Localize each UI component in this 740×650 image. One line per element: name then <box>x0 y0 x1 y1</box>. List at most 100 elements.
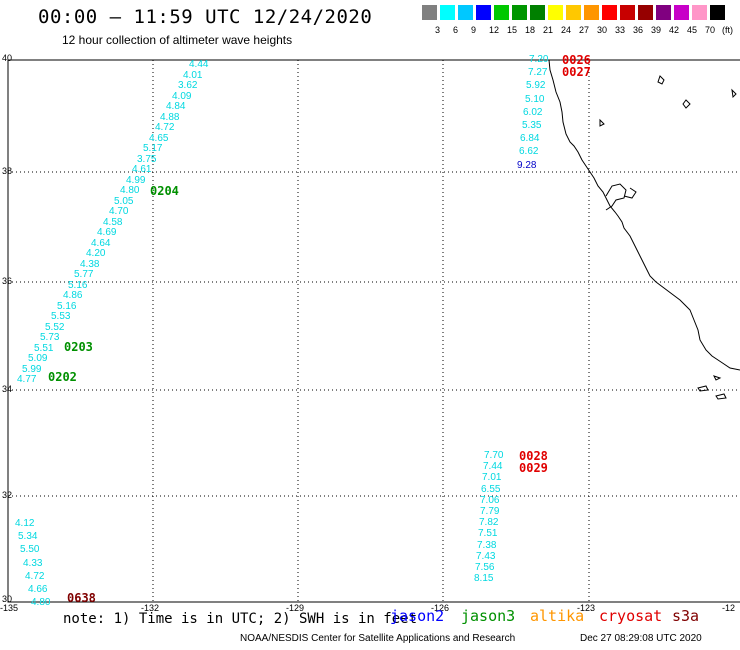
wave-height-value-track-a: 5.53 <box>51 311 71 322</box>
wave-height-value-track-a: 5.99 <box>22 364 42 375</box>
legend-label: 33 <box>615 25 626 35</box>
pass-time-0028: 0028 <box>519 449 548 463</box>
wave-height-value-track-c: 7.20 <box>529 54 549 65</box>
wave-height-value-track-a: 4.72 <box>155 122 175 133</box>
wave-height-value-track-d: 7.38 <box>477 540 497 551</box>
lon-label-123: -123 <box>577 603 596 613</box>
sf-bay-outline <box>605 183 627 211</box>
wave-height-value-track-b: 4.72 <box>25 571 45 582</box>
wave-height-value-track-a: 5.73 <box>40 332 60 343</box>
wave-height-value-track-a: 5.77 <box>74 269 94 280</box>
legend-label: 30 <box>597 25 608 35</box>
lat-label-38: 38 <box>2 166 13 176</box>
lat-label-34: 34 <box>2 384 13 394</box>
wave-height-value-track-a: 5.16 <box>68 280 88 291</box>
lat-label-30: 30 <box>2 594 13 604</box>
mission-s3a: s3a <box>672 607 700 625</box>
legend-swatch <box>656 5 671 20</box>
wave-height-value-track-c: 6.62 <box>519 146 539 157</box>
wave-height-value-track-a: 4.09 <box>172 91 192 102</box>
mission-cryosat: cryosat <box>599 607 663 625</box>
wave-height-value-track-d: 7.82 <box>479 517 499 528</box>
legend-swatch <box>530 5 545 20</box>
wave-height-value-track-a: 4.77 <box>17 374 37 385</box>
wave-height-value-track-a: 4.64 <box>91 238 111 249</box>
lat-label-36: 36 <box>2 276 13 286</box>
legend-label: 15 <box>507 25 518 35</box>
wave-height-value-track-c: 6.84 <box>520 133 540 144</box>
lake-tahoe-outline <box>657 75 665 85</box>
legend-swatch <box>458 5 473 20</box>
wave-height-value-track-a: 5.05 <box>114 196 134 207</box>
pass-time-0638: 0638 <box>67 591 96 605</box>
wave-height-value-track-a: 4.20 <box>86 248 106 259</box>
map-title: 00:00 – 11:59 UTC 12/24/2020 <box>38 6 373 28</box>
wave-height-value-track-b: 4.12 <box>15 518 35 529</box>
wave-height-value-track-a: 4.01 <box>183 70 203 81</box>
legend-label: 39 <box>651 25 662 35</box>
wave-height-value-track-d: 6.55 <box>481 484 501 495</box>
wave-height-value-track-a: 4.44 <box>189 59 209 70</box>
wave-height-value-track-a: 3.75 <box>137 154 157 165</box>
pass-time-0202: 0202 <box>48 370 77 384</box>
lon-label-135: -135 <box>0 603 19 613</box>
legend-swatch <box>602 5 617 20</box>
pass-time-0029: 0029 <box>519 461 548 475</box>
wave-height-value-track-a: 4.86 <box>63 290 83 301</box>
mission-jason2: jason2 <box>390 607 445 625</box>
wave-height-value-track-c: 5.92 <box>526 80 546 91</box>
wave-height-value-track-c: 5.35 <box>522 120 542 131</box>
legend-label: 3 <box>435 25 441 35</box>
generated-timestamp: Dec 27 08:29:08 UTC 2020 <box>580 633 702 644</box>
legend-swatch <box>494 5 509 20</box>
lat-label-32: 32 <box>2 490 13 500</box>
wave-height-value-track-b: 5.34 <box>18 531 38 542</box>
footer-note: note: 1) Time is in UTC; 2) SWH is in fe… <box>63 611 418 627</box>
legend-swatch <box>548 5 563 20</box>
wave-height-value-track-a: 4.84 <box>166 101 186 112</box>
legend-unit: (ft) <box>722 25 733 35</box>
wave-height-value-track-c: 5.10 <box>525 94 545 105</box>
wave-height-value-track-a: 4.70 <box>109 206 129 217</box>
legend-swatch <box>638 5 653 20</box>
wave-height-value-track-a: 5.51 <box>34 343 54 354</box>
wave-height-value-track-d: 7.70 <box>484 450 504 461</box>
legend-label: 24 <box>561 25 572 35</box>
wave-height-value-track-d: 7.06 <box>480 495 500 506</box>
lake-outline-2 <box>682 99 691 109</box>
coastline <box>548 59 740 400</box>
wave-height-value-track-b: 4.33 <box>23 558 43 569</box>
legend-swatch <box>692 5 707 20</box>
wave-height-value-track-a: 3.62 <box>178 80 198 91</box>
wave-height-value-track-b: 4.80 <box>31 597 51 608</box>
legend-swatch <box>476 5 491 20</box>
wave-height-value-track-a: 4.38 <box>80 259 100 270</box>
legend-label: 12 <box>489 25 500 35</box>
wave-height-value-track-a: 4.80 <box>120 185 140 196</box>
legend-swatch <box>422 5 437 20</box>
legend-swatch <box>674 5 689 20</box>
lon-label-129: -129 <box>286 603 305 613</box>
lake-outline-4 <box>599 118 605 127</box>
channel-island-3 <box>713 375 722 381</box>
credit-line: NOAA/NESDIS Center for Satellite Applica… <box>240 633 516 644</box>
legend-swatch <box>620 5 635 20</box>
wave-height-value-track-a: 4.61 <box>132 164 152 175</box>
map-subtitle: 12 hour collection of altimeter wave hei… <box>62 33 293 47</box>
wave-height-value-track-a: 5.16 <box>57 301 77 312</box>
pass-time-0026: 0026 <box>562 53 591 67</box>
wave-height-value-track-a: 4.65 <box>149 133 169 144</box>
wave-height-value-track-a: 4.99 <box>126 175 146 186</box>
legend-label: 6 <box>453 25 459 35</box>
wave-height-value-track-c: 9.28 <box>517 160 537 171</box>
wave-height-value-track-d: 7.79 <box>480 506 500 517</box>
legend-swatch <box>710 5 725 20</box>
california-coastline <box>548 59 740 371</box>
wave-height-value-track-a: 5.17 <box>143 143 163 154</box>
wave-height-value-track-d: 7.01 <box>482 472 502 483</box>
pass-time-0027: 0027 <box>562 65 591 79</box>
wave-height-value-track-b: 5.50 <box>20 544 40 555</box>
legend-label: 42 <box>669 25 680 35</box>
legend-label: 70 <box>705 25 716 35</box>
